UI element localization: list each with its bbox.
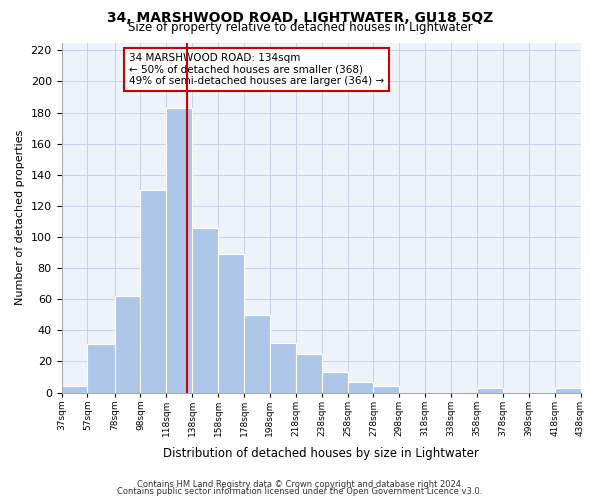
Bar <box>140 190 166 392</box>
Bar <box>192 228 218 392</box>
X-axis label: Distribution of detached houses by size in Lightwater: Distribution of detached houses by size … <box>163 447 479 460</box>
Bar <box>115 296 140 392</box>
Bar <box>347 382 373 392</box>
Text: Contains public sector information licensed under the Open Government Licence v3: Contains public sector information licen… <box>118 487 482 496</box>
Text: 34, MARSHWOOD ROAD, LIGHTWATER, GU18 5QZ: 34, MARSHWOOD ROAD, LIGHTWATER, GU18 5QZ <box>107 11 493 25</box>
Y-axis label: Number of detached properties: Number of detached properties <box>15 130 25 305</box>
Bar <box>88 344 115 393</box>
Bar <box>554 388 581 392</box>
Text: 34 MARSHWOOD ROAD: 134sqm
← 50% of detached houses are smaller (368)
49% of semi: 34 MARSHWOOD ROAD: 134sqm ← 50% of detac… <box>129 53 384 86</box>
Bar <box>62 386 88 392</box>
Bar <box>218 254 244 392</box>
Bar <box>477 388 503 392</box>
Bar <box>296 354 322 393</box>
Text: Contains HM Land Registry data © Crown copyright and database right 2024.: Contains HM Land Registry data © Crown c… <box>137 480 463 489</box>
Bar <box>322 372 347 392</box>
Text: Size of property relative to detached houses in Lightwater: Size of property relative to detached ho… <box>128 21 472 34</box>
Bar <box>244 315 270 392</box>
Bar <box>373 386 400 392</box>
Bar <box>166 108 192 393</box>
Bar <box>270 343 296 392</box>
